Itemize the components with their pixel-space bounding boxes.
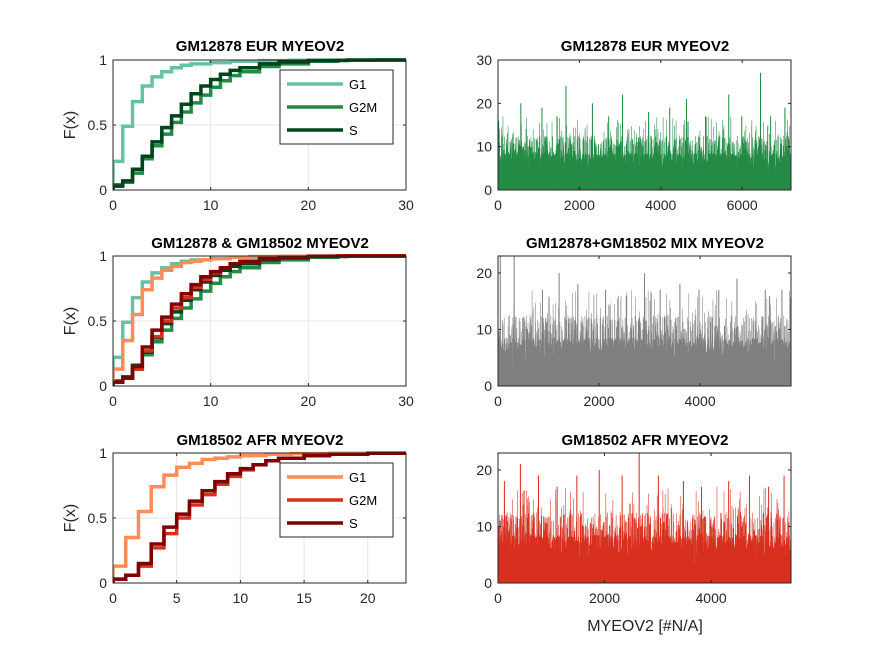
panel-1-ytick-label: 0 xyxy=(99,182,107,198)
panel-5-axes: 0 5 10 15 20 0 0.5 1 G1 G2M S xyxy=(88,445,407,606)
panel-4-xtick-label: 2000 xyxy=(583,393,614,409)
panel-5-xtick-label: 0 xyxy=(109,590,117,606)
panel-3-xtick-label: 20 xyxy=(301,393,317,409)
panel-4-axis-box xyxy=(497,255,792,387)
panel-6-bar-base xyxy=(498,576,791,583)
panel-1-xtick-label: 10 xyxy=(203,197,219,213)
panel-6-ytick-label: 20 xyxy=(476,462,492,478)
panel-3-xtick-label: 30 xyxy=(398,393,414,409)
panel-4-xtick-label: 0 xyxy=(494,393,502,409)
panel-5-series-line-g1 xyxy=(113,451,406,583)
panel-2-xtick-label: 4000 xyxy=(645,197,676,213)
panel-3-xtick-label: 0 xyxy=(109,393,117,409)
panel-5-xtick-label: 5 xyxy=(173,590,181,606)
panel-5-series-line-s xyxy=(113,451,406,583)
panel-1-ylabel: F(x) xyxy=(62,111,79,139)
panel-1-ytick-label: 0.5 xyxy=(88,117,108,133)
panel-1-legend-label-s: S xyxy=(349,123,358,138)
panel-1-series-line-s xyxy=(113,58,406,190)
panel-3-ytick-label: 0.5 xyxy=(88,313,108,329)
panel-2-xtick-label: 2000 xyxy=(564,197,595,213)
panel-5-ytick-label: 0.5 xyxy=(88,510,108,526)
panel-2-ytick-label: 30 xyxy=(476,52,492,68)
panel-3-xtick-label: 10 xyxy=(203,393,219,409)
panel-1-legend-label-g1: G1 xyxy=(349,77,366,92)
panel-3-axes: 0 10 20 30 0 0.5 1 xyxy=(88,248,414,409)
panel-1-title: GM12878 EUR MYEOV2 xyxy=(176,38,344,55)
panel-6-marks xyxy=(498,453,791,583)
panel-5-ytick-label: 0 xyxy=(99,575,107,591)
panel-5-marks xyxy=(113,451,406,583)
panel-6-xlabel: MYEOV2 [#N/A] xyxy=(587,618,703,635)
panel-1-legend: G1 G2M S xyxy=(279,69,394,145)
panel-5-legend-label-g1: G1 xyxy=(349,470,366,485)
panel-4-title: GM12878+GM18502 MIX MYEOV2 xyxy=(526,235,764,252)
panel-5-xtick-label: 15 xyxy=(296,590,312,606)
panel-6-xtick-label: 0 xyxy=(494,590,502,606)
panel-3-ylabel: F(x) xyxy=(62,307,79,335)
panel-2-ytick-label: 10 xyxy=(476,139,492,155)
panel-3-title: GM12878 & GM18502 MYEOV2 xyxy=(151,235,369,252)
panel-6-xtick-label: 2000 xyxy=(589,590,620,606)
panel-1-xtick-label: 30 xyxy=(398,197,414,213)
panel-3-ytick-label: 0 xyxy=(99,378,107,394)
panel-4-ytick-label: 0 xyxy=(484,378,492,394)
panel-2-ytick-label: 0 xyxy=(484,182,492,198)
panel-1-xtick-label: 0 xyxy=(109,197,117,213)
panel-3-marks xyxy=(113,254,406,386)
panel-3-ytick-label: 1 xyxy=(99,248,107,264)
panel-2-xtick-label: 6000 xyxy=(727,197,758,213)
panel-6-axis-box xyxy=(497,452,792,584)
panel-2-title: GM12878 EUR MYEOV2 xyxy=(561,38,729,55)
panel-2-xtick-label: 0 xyxy=(494,197,502,213)
panel-5-title: GM18502 AFR MYEOV2 xyxy=(177,432,344,449)
panel-5-xtick-label: 20 xyxy=(360,590,376,606)
panel-3-series-line-s6 xyxy=(113,254,406,386)
panel-5-legend-label-g2m: G2M xyxy=(349,493,377,508)
panel-5-legend-label-s: S xyxy=(349,516,358,531)
panel-6-ytick-label: 10 xyxy=(476,518,492,534)
panel-1-xtick-label: 20 xyxy=(301,197,317,213)
panel-2-axis-box xyxy=(497,59,792,191)
panel-5-xtick-label: 10 xyxy=(233,590,249,606)
panel-4-axes: 0 2000 4000 0 10 20 xyxy=(476,255,792,409)
panel-5-ylabel: F(x) xyxy=(62,504,79,532)
panel-2-ytick-label: 20 xyxy=(476,95,492,111)
panel-2-bar-base xyxy=(498,184,791,190)
panel-5-legend: G1 G2M S xyxy=(279,462,394,538)
panel-4-ytick-label: 10 xyxy=(476,321,492,337)
panel-4-xtick-label: 4000 xyxy=(684,393,715,409)
panel-4-ytick-label: 20 xyxy=(476,265,492,281)
panel-5-ytick-label: 1 xyxy=(99,445,107,461)
panel-2-marks xyxy=(498,73,791,190)
panel-6-axes: 0 2000 4000 0 10 20 xyxy=(476,452,792,606)
panel-1-ytick-label: 1 xyxy=(99,52,107,68)
panel-6-title: GM18502 AFR MYEOV2 xyxy=(562,432,729,449)
panel-6-xtick-label: 4000 xyxy=(696,590,727,606)
panel-4-marks xyxy=(498,256,791,386)
panel-2-axes: 0 2000 4000 6000 0 10 20 30 xyxy=(476,52,792,213)
panel-1-legend-label-g2m: G2M xyxy=(349,100,377,115)
panel-6-ytick-label: 0 xyxy=(484,575,492,591)
panel-1-axes: 0 10 20 30 0 0.5 1 G1 G2M S xyxy=(88,52,414,213)
